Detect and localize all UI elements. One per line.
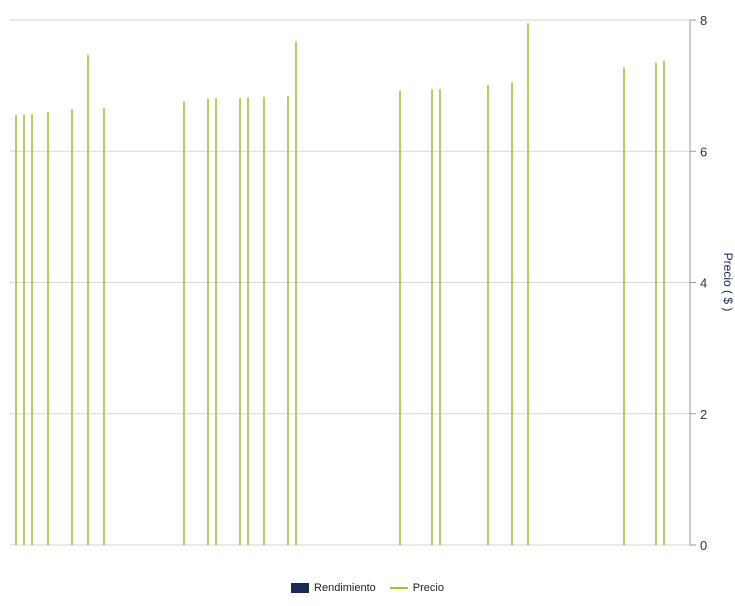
legend: Rendimiento Precio — [0, 582, 735, 594]
y-axis-ticks: 0 2 4 6 8 — [690, 13, 707, 553]
legend-swatch-rendimiento — [291, 583, 310, 593]
y-tick-label: 6 — [700, 144, 707, 159]
y-axis-title: Precio ( $ ) — [721, 253, 735, 312]
legend-item-rendimiento[interactable]: Rendimiento — [291, 582, 376, 594]
price-series — [15, 23, 665, 545]
gridlines — [10, 19, 690, 546]
y-tick-label: 0 — [700, 538, 707, 553]
legend-label-rendimiento: Rendimiento — [314, 582, 376, 594]
y-tick-label: 8 — [700, 13, 707, 28]
y-tick-label: 2 — [700, 407, 707, 422]
legend-label-precio: Precio — [412, 582, 444, 594]
legend-item-precio[interactable]: Precio — [389, 582, 444, 594]
legend-swatch-precio — [389, 587, 408, 589]
y-tick-label: 4 — [700, 276, 707, 291]
